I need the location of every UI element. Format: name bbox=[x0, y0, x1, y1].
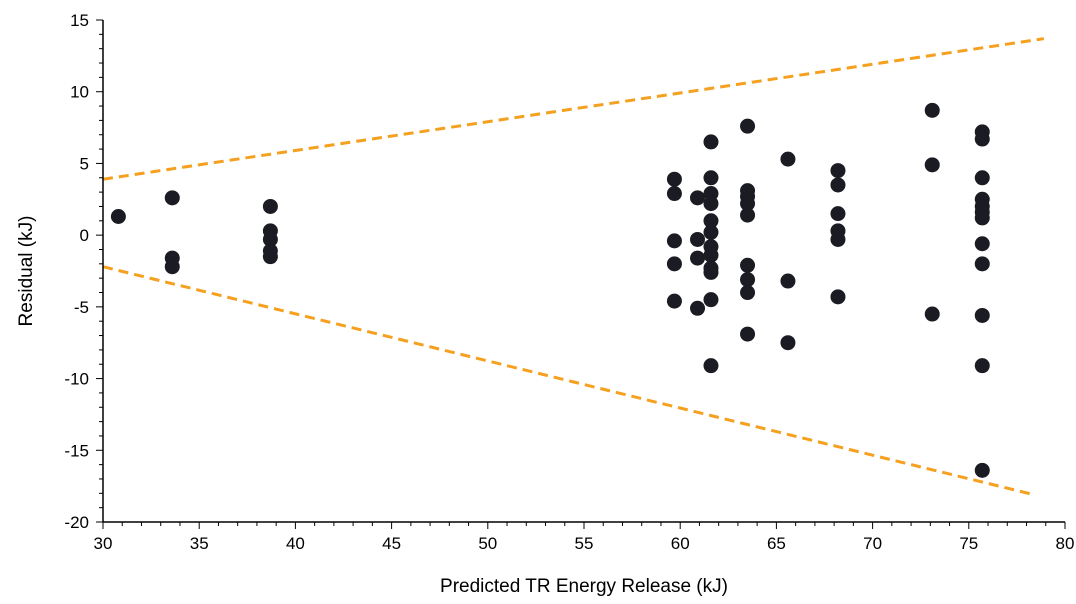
data-point bbox=[780, 273, 796, 289]
plot-area bbox=[102, 37, 1045, 497]
data-point bbox=[974, 236, 990, 252]
residual-points bbox=[110, 102, 990, 478]
data-point bbox=[703, 196, 719, 212]
data-point bbox=[262, 231, 278, 247]
data-point bbox=[974, 358, 990, 374]
data-point bbox=[666, 186, 682, 202]
data-point bbox=[740, 207, 756, 223]
data-point bbox=[830, 177, 846, 193]
data-point bbox=[740, 118, 756, 134]
data-point bbox=[830, 163, 846, 179]
data-point bbox=[110, 208, 126, 224]
data-point bbox=[703, 224, 719, 240]
data-point bbox=[740, 326, 756, 342]
bound-line bbox=[102, 265, 1035, 497]
data-point bbox=[703, 358, 719, 374]
data-point bbox=[690, 190, 706, 206]
x-tick-label: 55 bbox=[575, 534, 594, 553]
data-point bbox=[974, 131, 990, 147]
data-point bbox=[666, 293, 682, 309]
data-point bbox=[262, 249, 278, 265]
data-point bbox=[974, 256, 990, 272]
y-tick-label: -15 bbox=[64, 441, 89, 460]
data-point bbox=[666, 233, 682, 249]
data-point bbox=[690, 300, 706, 316]
data-point bbox=[740, 257, 756, 273]
data-point bbox=[690, 250, 706, 266]
data-point bbox=[974, 210, 990, 226]
data-point bbox=[740, 196, 756, 212]
y-axis-ticks: 15 10 5 0 -5 -10 -15 -20 bbox=[64, 11, 103, 532]
data-point bbox=[666, 171, 682, 187]
x-tick-label: 30 bbox=[94, 534, 113, 553]
x-tick-label: 40 bbox=[286, 534, 305, 553]
prediction-bounds bbox=[102, 37, 1045, 497]
data-point bbox=[740, 285, 756, 301]
data-point bbox=[830, 231, 846, 247]
data-point bbox=[830, 206, 846, 222]
y-axis-title: Residual (kJ) bbox=[16, 216, 37, 327]
data-point bbox=[164, 259, 180, 275]
data-point bbox=[974, 462, 990, 478]
data-point bbox=[740, 272, 756, 288]
x-tick-label: 80 bbox=[1056, 534, 1075, 553]
y-tick-label: -10 bbox=[64, 370, 89, 389]
x-tick-label: 60 bbox=[671, 534, 690, 553]
y-tick-label: -5 bbox=[74, 298, 89, 317]
y-tick-label: 0 bbox=[80, 226, 89, 245]
data-point bbox=[830, 289, 846, 305]
bound-line bbox=[102, 37, 1045, 181]
data-point bbox=[924, 306, 940, 322]
data-point bbox=[780, 335, 796, 351]
data-point bbox=[974, 170, 990, 186]
data-point bbox=[690, 231, 706, 247]
x-tick-label: 45 bbox=[382, 534, 401, 553]
data-point bbox=[974, 307, 990, 323]
data-point bbox=[703, 213, 719, 229]
data-point bbox=[703, 134, 719, 150]
x-axis-ticks: 30 35 40 45 50 55 60 65 70 75 80 bbox=[94, 522, 1075, 553]
y-tick-label: -20 bbox=[64, 513, 89, 532]
x-tick-label: 50 bbox=[478, 534, 497, 553]
y-tick-label: 15 bbox=[70, 11, 89, 30]
data-point bbox=[924, 157, 940, 173]
x-tick-label: 35 bbox=[190, 534, 209, 553]
y-tick-label: 10 bbox=[70, 83, 89, 102]
data-point bbox=[262, 198, 278, 214]
data-point bbox=[703, 170, 719, 186]
x-tick-label: 70 bbox=[863, 534, 882, 553]
y-tick-label: 5 bbox=[80, 154, 89, 173]
data-point bbox=[924, 102, 940, 118]
data-point bbox=[780, 151, 796, 167]
x-axis-title: Predicted TR Energy Release (kJ) bbox=[440, 576, 728, 597]
x-tick-label: 65 bbox=[767, 534, 786, 553]
data-point bbox=[703, 264, 719, 280]
data-point bbox=[666, 256, 682, 272]
data-point bbox=[703, 247, 719, 263]
data-point bbox=[703, 292, 719, 308]
data-point bbox=[164, 190, 180, 206]
x-tick-label: 75 bbox=[959, 534, 978, 553]
